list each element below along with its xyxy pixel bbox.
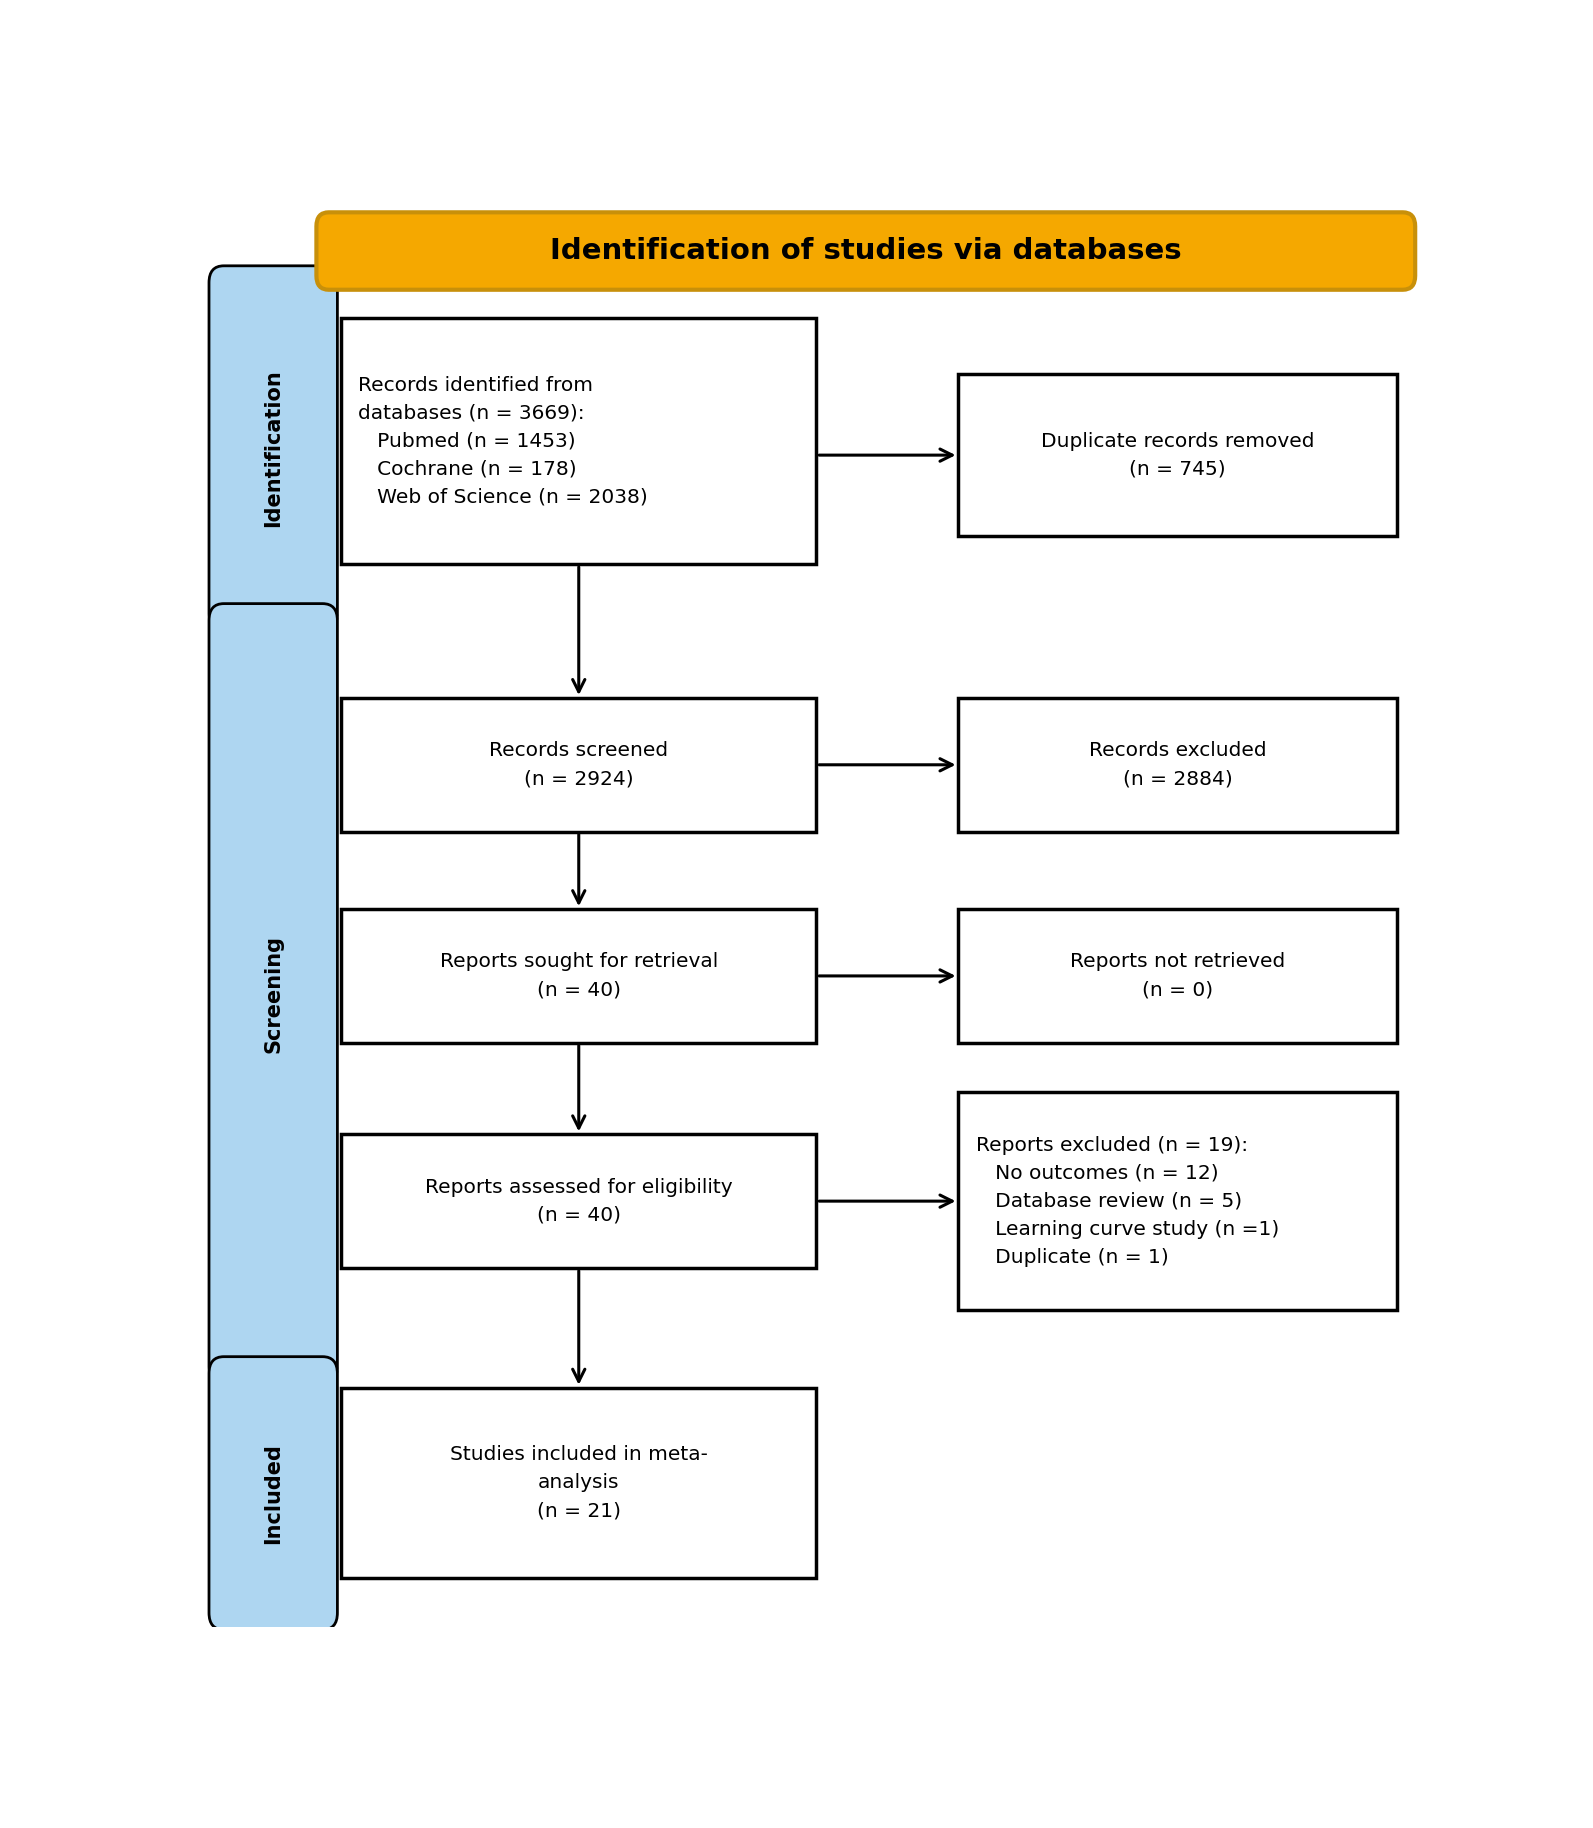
Text: Reports not retrieved
(n = 0): Reports not retrieved (n = 0) — [1070, 952, 1286, 1000]
FancyBboxPatch shape — [959, 1091, 1397, 1311]
FancyBboxPatch shape — [209, 1356, 338, 1631]
Text: Records identified from
databases (n = 3669):
   Pubmed (n = 1453)
   Cochrane (: Records identified from databases (n = 3… — [358, 375, 648, 506]
Text: Duplicate records removed
(n = 745): Duplicate records removed (n = 745) — [1040, 431, 1314, 479]
Text: Included: Included — [263, 1442, 284, 1543]
Text: Reports sought for retrieval
(n = 40): Reports sought for retrieval (n = 40) — [440, 952, 718, 1000]
Text: Studies included in meta-
analysis
(n = 21): Studies included in meta- analysis (n = … — [449, 1446, 707, 1521]
Text: Identification: Identification — [263, 369, 284, 526]
Text: Reports assessed for eligibility
(n = 40): Reports assessed for eligibility (n = 40… — [425, 1177, 733, 1225]
Text: Records excluded
(n = 2884): Records excluded (n = 2884) — [1088, 742, 1266, 788]
FancyBboxPatch shape — [209, 265, 338, 631]
FancyBboxPatch shape — [317, 212, 1415, 291]
FancyBboxPatch shape — [959, 698, 1397, 832]
Text: Identification of studies via databases: Identification of studies via databases — [550, 238, 1182, 265]
Text: Records screened
(n = 2924): Records screened (n = 2924) — [489, 742, 669, 788]
FancyBboxPatch shape — [959, 375, 1397, 536]
Text: Screening: Screening — [263, 934, 284, 1053]
FancyBboxPatch shape — [341, 318, 817, 565]
FancyBboxPatch shape — [341, 1387, 817, 1578]
Text: Reports excluded (n = 19):
   No outcomes (n = 12)
   Database review (n = 5)
  : Reports excluded (n = 19): No outcomes (… — [975, 1135, 1279, 1267]
FancyBboxPatch shape — [959, 909, 1397, 1042]
FancyBboxPatch shape — [341, 1133, 817, 1269]
FancyBboxPatch shape — [341, 909, 817, 1042]
FancyBboxPatch shape — [209, 603, 338, 1384]
FancyBboxPatch shape — [341, 698, 817, 832]
